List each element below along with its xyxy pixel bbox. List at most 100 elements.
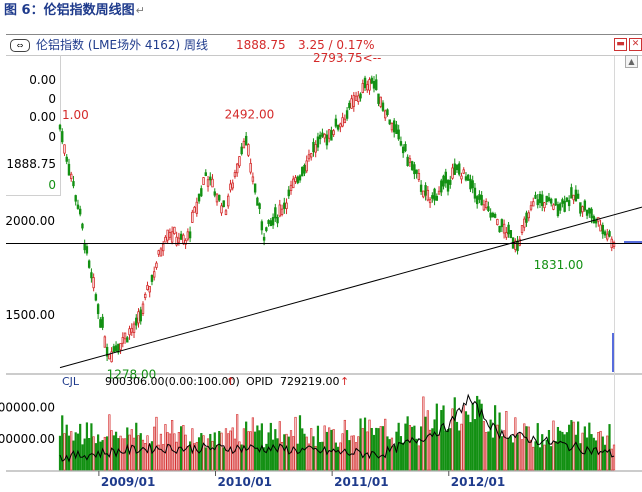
volume-bar <box>428 429 432 471</box>
candle-body <box>471 180 474 189</box>
candle-body <box>442 175 445 187</box>
candle-body <box>141 303 145 314</box>
volume-bar <box>505 411 508 471</box>
candle-body <box>105 346 109 357</box>
volume-bar <box>415 438 418 471</box>
volume-bar <box>90 423 93 471</box>
candle-body <box>585 209 589 216</box>
candle-body <box>258 203 261 210</box>
volume-bar <box>188 441 192 471</box>
candle-body <box>345 110 349 119</box>
volume-bar <box>511 442 515 471</box>
volume-bar <box>164 424 167 471</box>
candle-body <box>491 212 495 218</box>
volume-bar <box>168 433 172 471</box>
candle-body <box>410 161 414 170</box>
volume-bar <box>184 434 187 471</box>
candle-body <box>536 199 539 206</box>
price-annotation-2: 2492.00 <box>225 108 275 122</box>
volume-bar <box>460 423 463 471</box>
scroll-up-icon[interactable]: ▲ <box>625 55 638 68</box>
volume-bar <box>238 441 241 471</box>
quote-row-2: 0 <box>48 92 56 106</box>
candle-body <box>310 153 313 158</box>
volume-bar <box>298 415 302 471</box>
candle-body <box>489 212 492 218</box>
volume-bar <box>271 439 275 471</box>
volume-bar <box>547 429 551 471</box>
volume-bar <box>251 417 254 471</box>
volume-bar <box>343 419 346 471</box>
candle-body <box>184 240 187 245</box>
volume-bar <box>345 430 349 471</box>
candle-body <box>599 224 602 232</box>
volume-bar <box>242 428 246 471</box>
volume-bar <box>561 431 564 471</box>
volume-bar <box>559 430 562 471</box>
volume-bar <box>141 439 145 471</box>
candle-body <box>316 136 320 148</box>
candle-body <box>520 225 524 233</box>
volume-bar <box>375 427 378 471</box>
candle-body <box>159 248 163 257</box>
candle-body <box>244 135 248 146</box>
candle-body <box>363 77 367 89</box>
volume-tick-label-0: 1000000.00 <box>0 401 55 415</box>
minimize-icon[interactable]: ▬ <box>614 38 627 51</box>
candle-body <box>204 172 207 176</box>
volume-bar <box>453 397 456 471</box>
candle-body <box>579 202 582 214</box>
volume-bar <box>148 444 151 471</box>
volume-bar <box>476 395 479 471</box>
candle-body <box>547 197 551 202</box>
candle-body <box>87 260 91 268</box>
candle-body <box>529 205 533 210</box>
candle-body <box>265 227 268 232</box>
volume-bar <box>316 425 320 471</box>
volume-bar <box>556 426 560 471</box>
candle-body <box>527 212 530 219</box>
candle-body <box>112 346 116 353</box>
candle-body <box>168 232 172 238</box>
candle-body <box>238 156 241 167</box>
candle-body <box>603 231 607 236</box>
candle-body <box>532 201 535 207</box>
candle-body <box>276 216 279 224</box>
volume-bar <box>417 445 420 471</box>
candle-body <box>274 207 277 219</box>
volume-bar <box>79 423 82 471</box>
volume-bar <box>85 422 89 471</box>
indicator-name: CJL <box>62 375 80 388</box>
volume-bar <box>462 405 465 471</box>
candle-body <box>424 185 427 196</box>
volume-bar <box>269 422 272 471</box>
candle-body <box>173 226 176 234</box>
volume-bar <box>545 439 548 471</box>
candle-body <box>426 189 430 201</box>
candle-body <box>74 195 77 202</box>
volume-bar <box>388 439 391 471</box>
link-icon[interactable]: ⇔ <box>10 39 30 52</box>
candle-body <box>386 109 389 115</box>
candle-body <box>303 164 306 174</box>
candle-body <box>359 93 362 99</box>
volume-bar <box>583 426 586 471</box>
volume-bar <box>458 430 461 471</box>
price-change: 3.25 / 0.17% <box>298 38 375 52</box>
candle-body <box>179 233 183 240</box>
volume-bar <box>525 426 528 471</box>
candle-body <box>397 129 400 140</box>
volume-bar <box>74 432 77 471</box>
volume-bar <box>202 435 205 471</box>
candle-body <box>392 120 396 133</box>
candle-body <box>451 167 454 179</box>
candle-body <box>372 81 376 89</box>
volume-bar <box>334 442 337 471</box>
candle-body <box>422 190 425 198</box>
volume-bar <box>247 431 250 471</box>
candle-body <box>312 141 315 153</box>
candle-body <box>455 164 459 171</box>
volume-bar <box>550 446 553 471</box>
volume-bar <box>467 414 470 471</box>
candle-body <box>357 95 360 102</box>
